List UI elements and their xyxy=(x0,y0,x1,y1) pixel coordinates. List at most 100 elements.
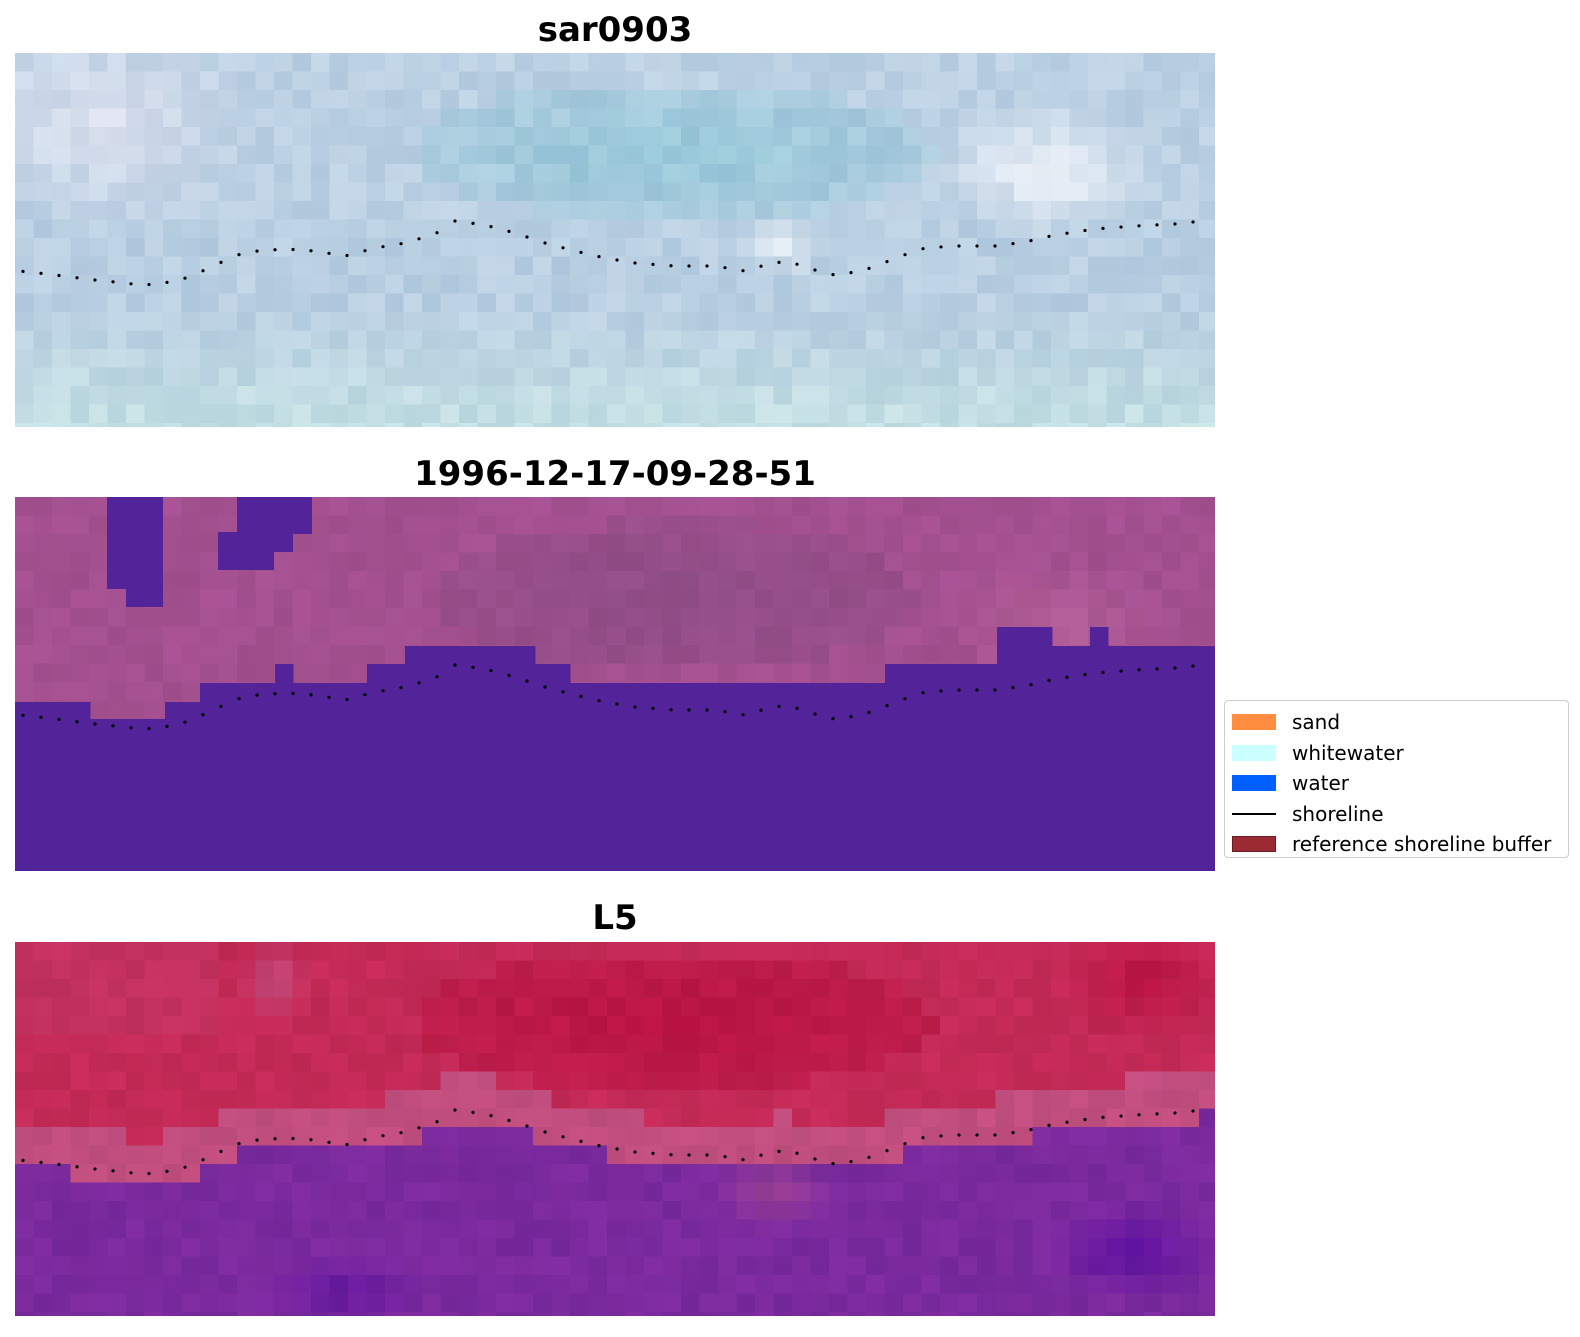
index-pixel xyxy=(403,1312,423,1316)
panel-title-l5: L5 xyxy=(592,898,638,938)
shoreline-point xyxy=(795,706,799,710)
sar-pixel xyxy=(329,145,349,165)
index-pixel xyxy=(847,1164,867,1184)
index-pixel xyxy=(1032,1053,1052,1073)
index-pixel xyxy=(551,1275,571,1295)
sar-pixel xyxy=(570,275,590,295)
index-pixel xyxy=(311,960,331,980)
index-pixel xyxy=(1051,1016,1071,1036)
index-pixel xyxy=(736,1034,756,1054)
sar-pixel xyxy=(1143,275,1163,295)
sar-pixel xyxy=(89,256,109,276)
index-pixel xyxy=(755,979,775,999)
sar-pixel xyxy=(163,312,183,332)
index-pixel xyxy=(440,1071,460,1091)
sar-pixel xyxy=(348,293,368,313)
land-pixel xyxy=(477,552,497,572)
shoreline-point xyxy=(345,253,349,258)
index-pixel xyxy=(736,1127,756,1147)
sar-pixel xyxy=(422,349,442,369)
sar-pixel xyxy=(440,145,460,165)
index-pixel xyxy=(681,1127,701,1147)
land-pixel xyxy=(89,534,109,554)
index-pixel xyxy=(514,960,534,980)
index-pixel xyxy=(459,997,479,1017)
index-pixel xyxy=(274,1201,294,1221)
sar-pixel xyxy=(1032,349,1052,369)
sar-pixel xyxy=(1032,182,1052,202)
index-pixel xyxy=(699,942,719,962)
sar-pixel xyxy=(551,423,571,427)
sar-pixel xyxy=(1088,423,1108,427)
index-pixel xyxy=(329,979,349,999)
land-pixel xyxy=(884,571,904,591)
index-pixel xyxy=(1106,1275,1126,1295)
sar-pixel xyxy=(903,238,923,258)
shoreline-point xyxy=(993,244,997,248)
land-pixel xyxy=(773,645,793,665)
index-pixel xyxy=(15,1034,35,1054)
sar-pixel xyxy=(1125,275,1145,295)
sar-pixel xyxy=(607,256,627,276)
land-pixel xyxy=(15,534,35,554)
sar-pixel xyxy=(403,145,423,165)
sar-pixel xyxy=(718,293,738,313)
sar-pixel xyxy=(1069,90,1089,110)
index-pixel xyxy=(644,1127,664,1147)
land-pixel xyxy=(773,663,793,683)
land-pixel xyxy=(1199,497,1215,517)
sar-pixel xyxy=(292,349,312,369)
land-pixel xyxy=(274,552,294,572)
sar-pixel xyxy=(644,219,664,239)
index-pixel xyxy=(200,1034,220,1054)
sar-pixel xyxy=(607,145,627,165)
sar-pixel xyxy=(662,293,682,313)
land-pixel xyxy=(33,497,53,517)
index-pixel xyxy=(792,942,812,962)
sar-pixel xyxy=(1088,386,1108,406)
index-pixel xyxy=(329,1312,349,1316)
index-pixel xyxy=(792,1293,812,1313)
land-pixel xyxy=(551,645,571,665)
legend-swatch-shoreline xyxy=(1232,806,1276,822)
land-pixel xyxy=(218,663,238,683)
sar-pixel xyxy=(366,182,386,202)
sar-pixel xyxy=(348,386,368,406)
sar-pixel xyxy=(1162,349,1182,369)
index-pixel xyxy=(126,960,146,980)
index-pixel xyxy=(237,997,257,1017)
land-pixel xyxy=(200,626,220,646)
index-pixel xyxy=(1199,1219,1215,1239)
sar-pixel xyxy=(89,219,109,239)
land-pixel xyxy=(348,626,368,646)
index-pixel xyxy=(107,1164,127,1184)
sar-pixel xyxy=(1051,386,1071,406)
sar-pixel xyxy=(681,145,701,165)
index-pixel xyxy=(15,960,35,980)
land-pixel xyxy=(385,626,405,646)
index-pixel xyxy=(403,1182,423,1202)
sar-pixel xyxy=(440,127,460,147)
index-pixel xyxy=(718,1164,738,1184)
land-pixel xyxy=(477,589,497,609)
index-pixel xyxy=(1069,1053,1089,1073)
sar-pixel xyxy=(218,71,238,91)
index-pixel xyxy=(1143,1201,1163,1221)
sar-pixel xyxy=(385,423,405,427)
sar-pixel xyxy=(477,71,497,91)
sar-pixel xyxy=(237,182,257,202)
index-pixel xyxy=(422,1275,442,1295)
sar-pixel xyxy=(903,423,923,427)
index-pixel xyxy=(274,1090,294,1110)
land-pixel xyxy=(181,645,201,665)
sar-pixel xyxy=(1143,90,1163,110)
sar-pixel xyxy=(810,330,830,350)
shoreline-point xyxy=(705,708,709,712)
sar-pixel xyxy=(496,312,516,332)
index-pixel xyxy=(1143,1256,1163,1276)
sar-pixel xyxy=(810,108,830,128)
index-pixel xyxy=(200,1293,220,1313)
land-pixel xyxy=(810,626,830,646)
shoreline-point xyxy=(75,720,79,724)
index-pixel xyxy=(1106,979,1126,999)
